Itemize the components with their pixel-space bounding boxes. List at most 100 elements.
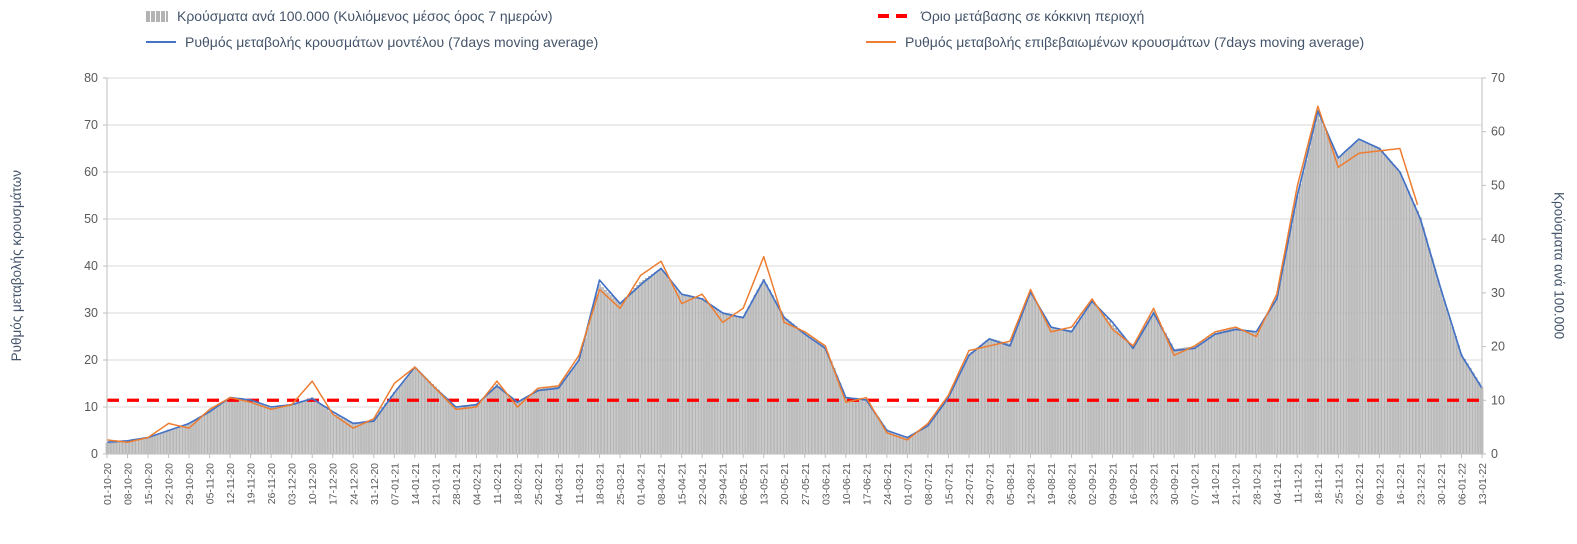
bar	[164, 430, 167, 455]
x-axis-tick-label: 23-09-21	[1149, 463, 1161, 505]
x-axis-tick-label: 06-01-22	[1456, 463, 1468, 505]
bar	[498, 386, 502, 455]
bar	[1111, 324, 1114, 455]
bar	[1093, 304, 1097, 455]
bar	[744, 311, 748, 455]
bar	[1049, 327, 1053, 455]
bar	[1099, 311, 1103, 455]
bar	[187, 424, 191, 455]
bar	[1082, 313, 1085, 455]
bar	[809, 336, 812, 455]
bar	[624, 297, 628, 455]
x-axis-tick-label: 08-10-20	[123, 463, 135, 505]
bar	[1477, 382, 1481, 455]
bar	[1269, 308, 1273, 455]
bar	[1357, 139, 1361, 455]
bar	[1052, 328, 1056, 455]
bar	[513, 400, 516, 455]
bar	[639, 281, 642, 455]
bar	[278, 407, 282, 455]
bar	[407, 374, 411, 455]
bar	[1134, 341, 1138, 455]
bar	[1422, 227, 1425, 455]
bar	[290, 405, 293, 455]
bar	[264, 405, 267, 455]
bars-legend-label: Κρούσματα ανά 100.000 (Κυλιόμενος μέσος …	[177, 8, 553, 24]
bar	[454, 408, 458, 455]
bar	[287, 405, 291, 455]
bar	[765, 284, 768, 455]
bar	[1005, 342, 1009, 455]
right-axis-tick-label: 50	[1491, 178, 1505, 192]
threshold-legend-label: Όριο μετάβασης σε κόκκινη περιοχή	[921, 8, 1145, 24]
left-axis-tick-label: 70	[84, 118, 98, 132]
bar	[1307, 148, 1311, 455]
bar	[396, 388, 399, 455]
bar	[1383, 154, 1387, 455]
bar	[272, 407, 276, 455]
bar	[516, 402, 519, 455]
bar	[595, 295, 598, 455]
bar	[560, 382, 563, 455]
bar	[709, 304, 713, 455]
right-axis-tick-label: 40	[1491, 232, 1505, 246]
bar	[612, 298, 616, 455]
left-axis-ticks: 0 10 20 30 40 50 60 70 80	[84, 71, 107, 461]
right-axis-title: Κρούσματα ανά 100.000	[1549, 78, 1569, 454]
bar	[818, 342, 821, 455]
bar	[935, 412, 938, 455]
bar	[994, 339, 997, 455]
bar	[870, 408, 874, 455]
bar	[806, 334, 809, 455]
bar	[181, 425, 185, 455]
bar	[460, 407, 463, 455]
bar	[1354, 142, 1358, 455]
bar	[1087, 304, 1091, 455]
bar	[914, 431, 918, 455]
x-axis-tick-label: 24-06-21	[882, 463, 894, 505]
left-axis-tick-label: 60	[84, 165, 98, 179]
x-axis-tick-label: 05-11-20	[205, 463, 217, 504]
bar	[410, 371, 414, 455]
bar	[1298, 184, 1302, 455]
bar	[850, 398, 853, 455]
bar	[973, 349, 977, 455]
bar	[504, 392, 507, 455]
bar	[316, 402, 320, 455]
bar	[668, 280, 672, 455]
bar	[1260, 323, 1264, 455]
bar	[1040, 312, 1044, 455]
bar	[398, 385, 402, 455]
bar	[475, 405, 478, 455]
bar	[1281, 268, 1284, 455]
bar	[1158, 322, 1161, 455]
bar	[1290, 225, 1293, 455]
bar	[1272, 303, 1276, 455]
x-axis-tick-label: 27-05-21	[800, 463, 812, 505]
bar	[873, 412, 877, 455]
bar	[721, 314, 724, 455]
bar	[155, 434, 159, 455]
bar	[838, 382, 842, 455]
bar	[1287, 239, 1290, 455]
bar	[1090, 300, 1094, 455]
bar	[492, 387, 496, 455]
bar	[835, 375, 839, 455]
bar	[328, 411, 332, 455]
bar	[947, 397, 950, 455]
bar	[1439, 290, 1443, 455]
bar	[1067, 329, 1070, 455]
bar	[196, 418, 200, 455]
bar	[794, 326, 798, 455]
bar	[566, 375, 569, 455]
bar	[158, 433, 162, 455]
legend-item-model: Ρυθμός μεταβολής κρουσμάτων μοντέλου (7d…	[146, 34, 598, 50]
bar	[431, 384, 434, 455]
x-axis-tick-label: 08-07-21	[923, 463, 935, 505]
bar	[730, 315, 733, 455]
bar	[425, 378, 428, 455]
bar	[1178, 348, 1182, 455]
bar	[551, 387, 554, 455]
bar	[653, 272, 657, 455]
x-axis-tick-label: 12-08-21	[1026, 463, 1038, 505]
